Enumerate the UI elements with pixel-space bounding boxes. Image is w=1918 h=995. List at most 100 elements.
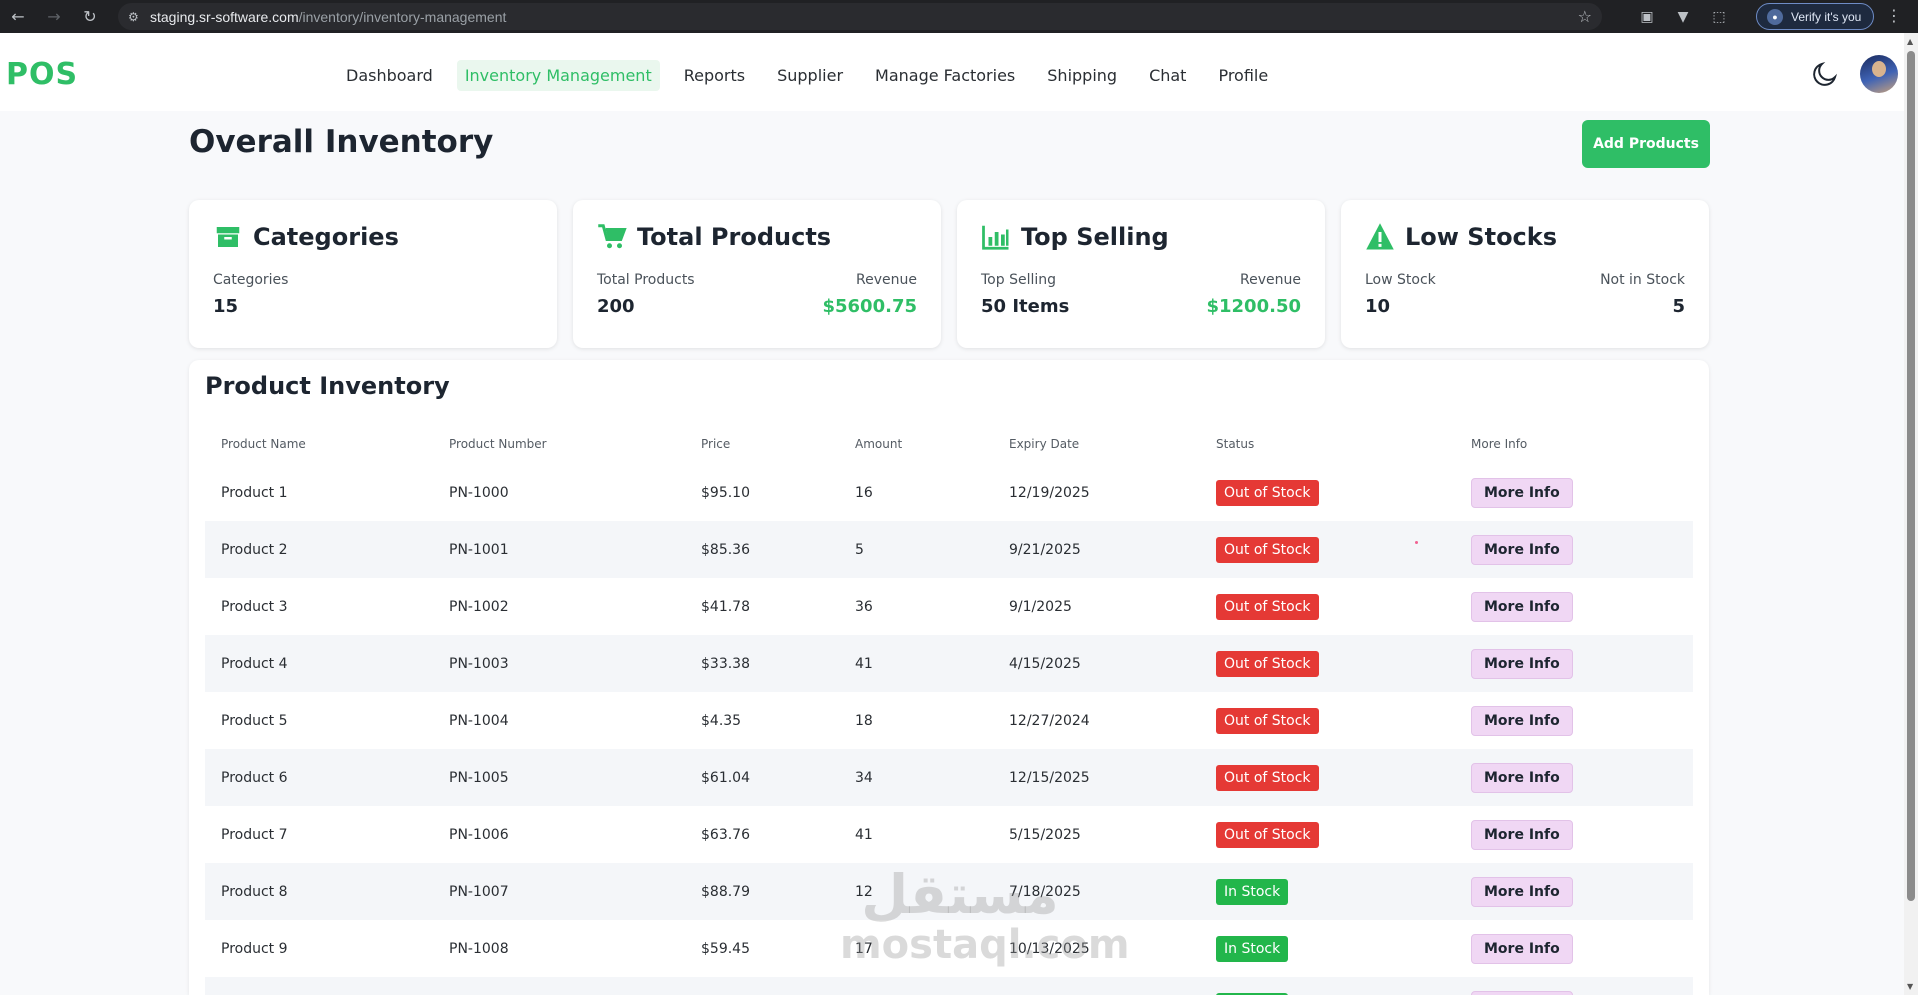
more-info-button[interactable]: More Info xyxy=(1471,705,1573,736)
table-row: Product 9 PN-1008 $59.45 17 10/13/2025 In Sto… xyxy=(205,920,1693,977)
stat-label: Low Stock xyxy=(1365,272,1436,288)
puzzle-extensions-icon[interactable]: ⬚ xyxy=(1712,9,1726,25)
box-icon xyxy=(216,227,240,247)
more-info-cell: More Info xyxy=(1455,464,1693,521)
inventory-table: Product Name Product Number Price Amount… xyxy=(205,424,1693,995)
product-number-cell: PN-1007 xyxy=(449,883,509,900)
product-inventory-panel: Product Inventory Product Name Product N… xyxy=(189,360,1709,995)
column-header: Status xyxy=(1216,437,1255,451)
scroll-up-icon[interactable]: ▲ xyxy=(1907,37,1914,46)
scrollbar-thumb[interactable] xyxy=(1907,51,1915,901)
product-number-cell: PN-1003 xyxy=(449,655,509,672)
column-header: Product Number xyxy=(449,437,547,451)
more-info-cell: More Info xyxy=(1455,920,1693,977)
address-bar[interactable]: ⚙ staging.sr-software.com/inventory/inve… xyxy=(118,3,1602,30)
verify-label: Verify it's you xyxy=(1791,9,1862,24)
nav-inventory-management[interactable]: Inventory Management xyxy=(456,60,660,91)
section-title: Product Inventory xyxy=(205,372,450,400)
card-title: Top Selling xyxy=(1021,223,1169,251)
nav-manage-factories[interactable]: Manage Factories xyxy=(875,66,1016,85)
total-products-card: Total Products Total Products 200 Revenu… xyxy=(573,200,941,348)
bookmark-star-icon[interactable]: ☆ xyxy=(1577,7,1592,26)
site-settings-icon[interactable]: ⚙ xyxy=(128,9,139,24)
column-header: Price xyxy=(701,437,731,451)
table-header-row: Product Name Product Number Price Amount… xyxy=(205,424,1693,464)
more-info-button[interactable]: More Info xyxy=(1471,876,1573,907)
stray-dot xyxy=(1415,541,1418,544)
app-header: POS Dashboard Inventory Management Repor… xyxy=(0,33,1904,111)
status-badge: In Stock xyxy=(1216,878,1289,905)
more-info-button[interactable]: More Info xyxy=(1471,990,1573,995)
translate-extension-icon[interactable]: ▣ xyxy=(1640,9,1654,25)
more-info-cell: More Info xyxy=(1455,578,1693,635)
more-info-button[interactable]: More Info xyxy=(1471,591,1573,622)
amount-cell: 18 xyxy=(855,712,873,729)
price-cell: $85.36 xyxy=(701,541,750,558)
nav-profile[interactable]: Profile xyxy=(1218,66,1269,85)
stat-value: 15 xyxy=(213,296,239,317)
stat-label: Top Selling xyxy=(981,272,1057,288)
verify-profile-button[interactable]: ● Verify it's you xyxy=(1756,3,1874,30)
forward-arrow-icon[interactable]: → xyxy=(47,7,61,26)
main-nav: Dashboard Inventory Management Reports S… xyxy=(338,60,1292,91)
categories-card: Categories Categories 15 xyxy=(189,200,557,348)
price-cell xyxy=(685,977,839,995)
more-info-button[interactable]: More Info xyxy=(1471,534,1573,565)
status-cell: Out of Stock xyxy=(1200,806,1455,863)
url-text[interactable]: staging.sr-software.com/inventory/invent… xyxy=(150,9,506,25)
product-name-cell: Product 2 xyxy=(221,541,288,558)
reload-icon[interactable]: ↻ xyxy=(83,7,97,26)
more-info-button[interactable]: More Info xyxy=(1471,648,1573,679)
table-row: Product 6 PN-1005 $61.04 34 12/15/2025 Out of… xyxy=(205,749,1693,806)
amount-cell xyxy=(839,977,993,995)
amount-cell: 41 xyxy=(855,826,873,843)
bar-chart-icon xyxy=(982,225,1009,250)
price-cell: $59.45 xyxy=(701,940,750,957)
add-products-button[interactable]: Add Products xyxy=(1582,120,1710,168)
pos-logo[interactable]: POS xyxy=(6,57,79,92)
url-path: /inventory/inventory-management xyxy=(298,8,507,25)
scroll-down-icon[interactable]: ▼ xyxy=(1907,982,1914,991)
more-info-button[interactable]: More Info xyxy=(1471,762,1573,793)
inventory-table-body: Product 1 PN-1000 $95.10 16 12/19/2025 Out of… xyxy=(205,464,1693,995)
table-row: Product 1 PN-1000 $95.10 16 12/19/2025 Out of… xyxy=(205,464,1693,521)
summary-cards: Categories Categories 15 Total Products … xyxy=(189,200,1709,348)
status-badge: Out of Stock xyxy=(1216,479,1319,506)
amount-cell: 36 xyxy=(855,598,873,615)
amount-cell: 17 xyxy=(855,940,873,957)
nav-chat[interactable]: Chat xyxy=(1149,66,1187,85)
url-host: staging.sr-software.com xyxy=(150,8,299,25)
user-avatar[interactable] xyxy=(1860,55,1898,93)
nav-supplier[interactable]: Supplier xyxy=(777,66,844,85)
more-info-cell: More Info xyxy=(1455,749,1693,806)
nav-dashboard[interactable]: Dashboard xyxy=(346,66,433,85)
table-row: Product 4 PN-1003 $33.38 41 4/15/2025 Out of … xyxy=(205,635,1693,692)
dark-mode-moon-icon[interactable] xyxy=(1810,59,1840,89)
expiry-date-cell: 12/27/2024 xyxy=(1009,712,1090,729)
back-arrow-icon[interactable]: ← xyxy=(11,7,25,26)
page-scrollbar[interactable]: ▲ ▼ xyxy=(1904,33,1918,995)
nav-shipping[interactable]: Shipping xyxy=(1047,66,1118,85)
more-info-button[interactable]: More Info xyxy=(1471,933,1573,964)
stat-value: 10 xyxy=(1365,296,1391,317)
more-info-button[interactable]: More Info xyxy=(1471,819,1573,850)
status-cell: In Stock xyxy=(1200,863,1455,920)
warning-triangle-icon xyxy=(1366,223,1394,250)
more-info-button[interactable]: More Info xyxy=(1471,477,1573,508)
nav-reports[interactable]: Reports xyxy=(683,66,746,85)
table-row: In Stock More Info xyxy=(205,977,1693,995)
more-info-cell: More Info xyxy=(1455,692,1693,749)
column-header: Amount xyxy=(855,437,903,451)
amount-cell: 34 xyxy=(855,769,873,786)
product-number-cell: PN-1005 xyxy=(449,769,509,786)
price-cell: $63.76 xyxy=(701,826,750,843)
status-badge: In Stock xyxy=(1216,935,1289,962)
browser-menu-icon[interactable]: ⋮ xyxy=(1886,6,1902,25)
expiry-date-cell: 9/21/2025 xyxy=(1009,541,1081,558)
price-cell: $61.04 xyxy=(701,769,750,786)
product-name-cell: Product 1 xyxy=(221,484,288,501)
product-number-cell: PN-1006 xyxy=(449,826,509,843)
v-extension-icon[interactable]: ▼ xyxy=(1677,9,1689,25)
price-cell: $41.78 xyxy=(701,598,750,615)
price-cell: $95.10 xyxy=(701,484,750,501)
